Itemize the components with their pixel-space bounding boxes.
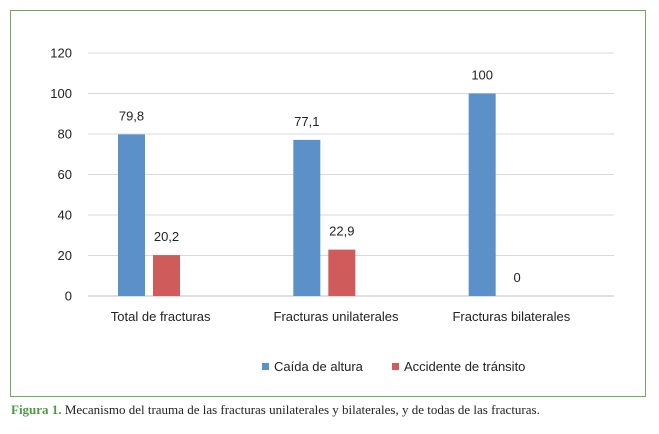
bar — [293, 139, 321, 296]
y-tick-label: 0 — [65, 289, 72, 304]
figure-caption: Figura 1. Mecanismo del trauma de las fr… — [11, 402, 540, 418]
bar — [328, 249, 356, 296]
data-label: 0 — [514, 270, 521, 285]
chart-frame — [10, 10, 646, 397]
legend-label: Accidente de tránsito — [404, 359, 525, 374]
bar-chart: 0 20 40 60 80 100 120 79,8 20,2 77,1 22,9 100 0 Tot… — [50, 46, 614, 374]
caption-text: Mecanismo del trauma de las fracturas un… — [61, 402, 540, 417]
bar — [153, 255, 180, 296]
y-tick-label: 40 — [58, 208, 72, 223]
x-tick-label: Total de fracturas — [111, 309, 211, 324]
legend: Caída de altura Accidente de tránsito — [262, 359, 525, 374]
data-label: 100 — [471, 68, 493, 83]
y-axis-ticks: 0 20 40 60 80 100 120 — [50, 46, 72, 304]
x-tick-label: Fracturas unilaterales — [274, 309, 399, 324]
bar — [118, 134, 145, 296]
bars: 79,8 20,2 77,1 22,9 100 0 — [118, 68, 521, 296]
legend-label: Caída de altura — [274, 359, 364, 374]
data-label: 79,8 — [119, 108, 144, 123]
legend-swatch — [262, 363, 269, 370]
y-tick-label: 20 — [58, 248, 72, 263]
y-tick-label: 80 — [58, 127, 72, 142]
legend-swatch — [392, 363, 399, 370]
data-label: 22,9 — [329, 224, 354, 239]
data-label: 20,2 — [154, 229, 179, 244]
y-tick-label: 120 — [50, 46, 72, 61]
data-label: 77,1 — [294, 114, 319, 129]
x-tick-label: Fracturas bilaterales — [452, 309, 570, 324]
x-axis-labels: Total de fracturas Fracturas unilaterales… — [111, 309, 571, 324]
bar — [468, 93, 496, 296]
caption-lead: Figura 1. — [11, 402, 62, 417]
y-tick-label: 100 — [50, 86, 72, 101]
y-tick-label: 60 — [58, 167, 72, 182]
